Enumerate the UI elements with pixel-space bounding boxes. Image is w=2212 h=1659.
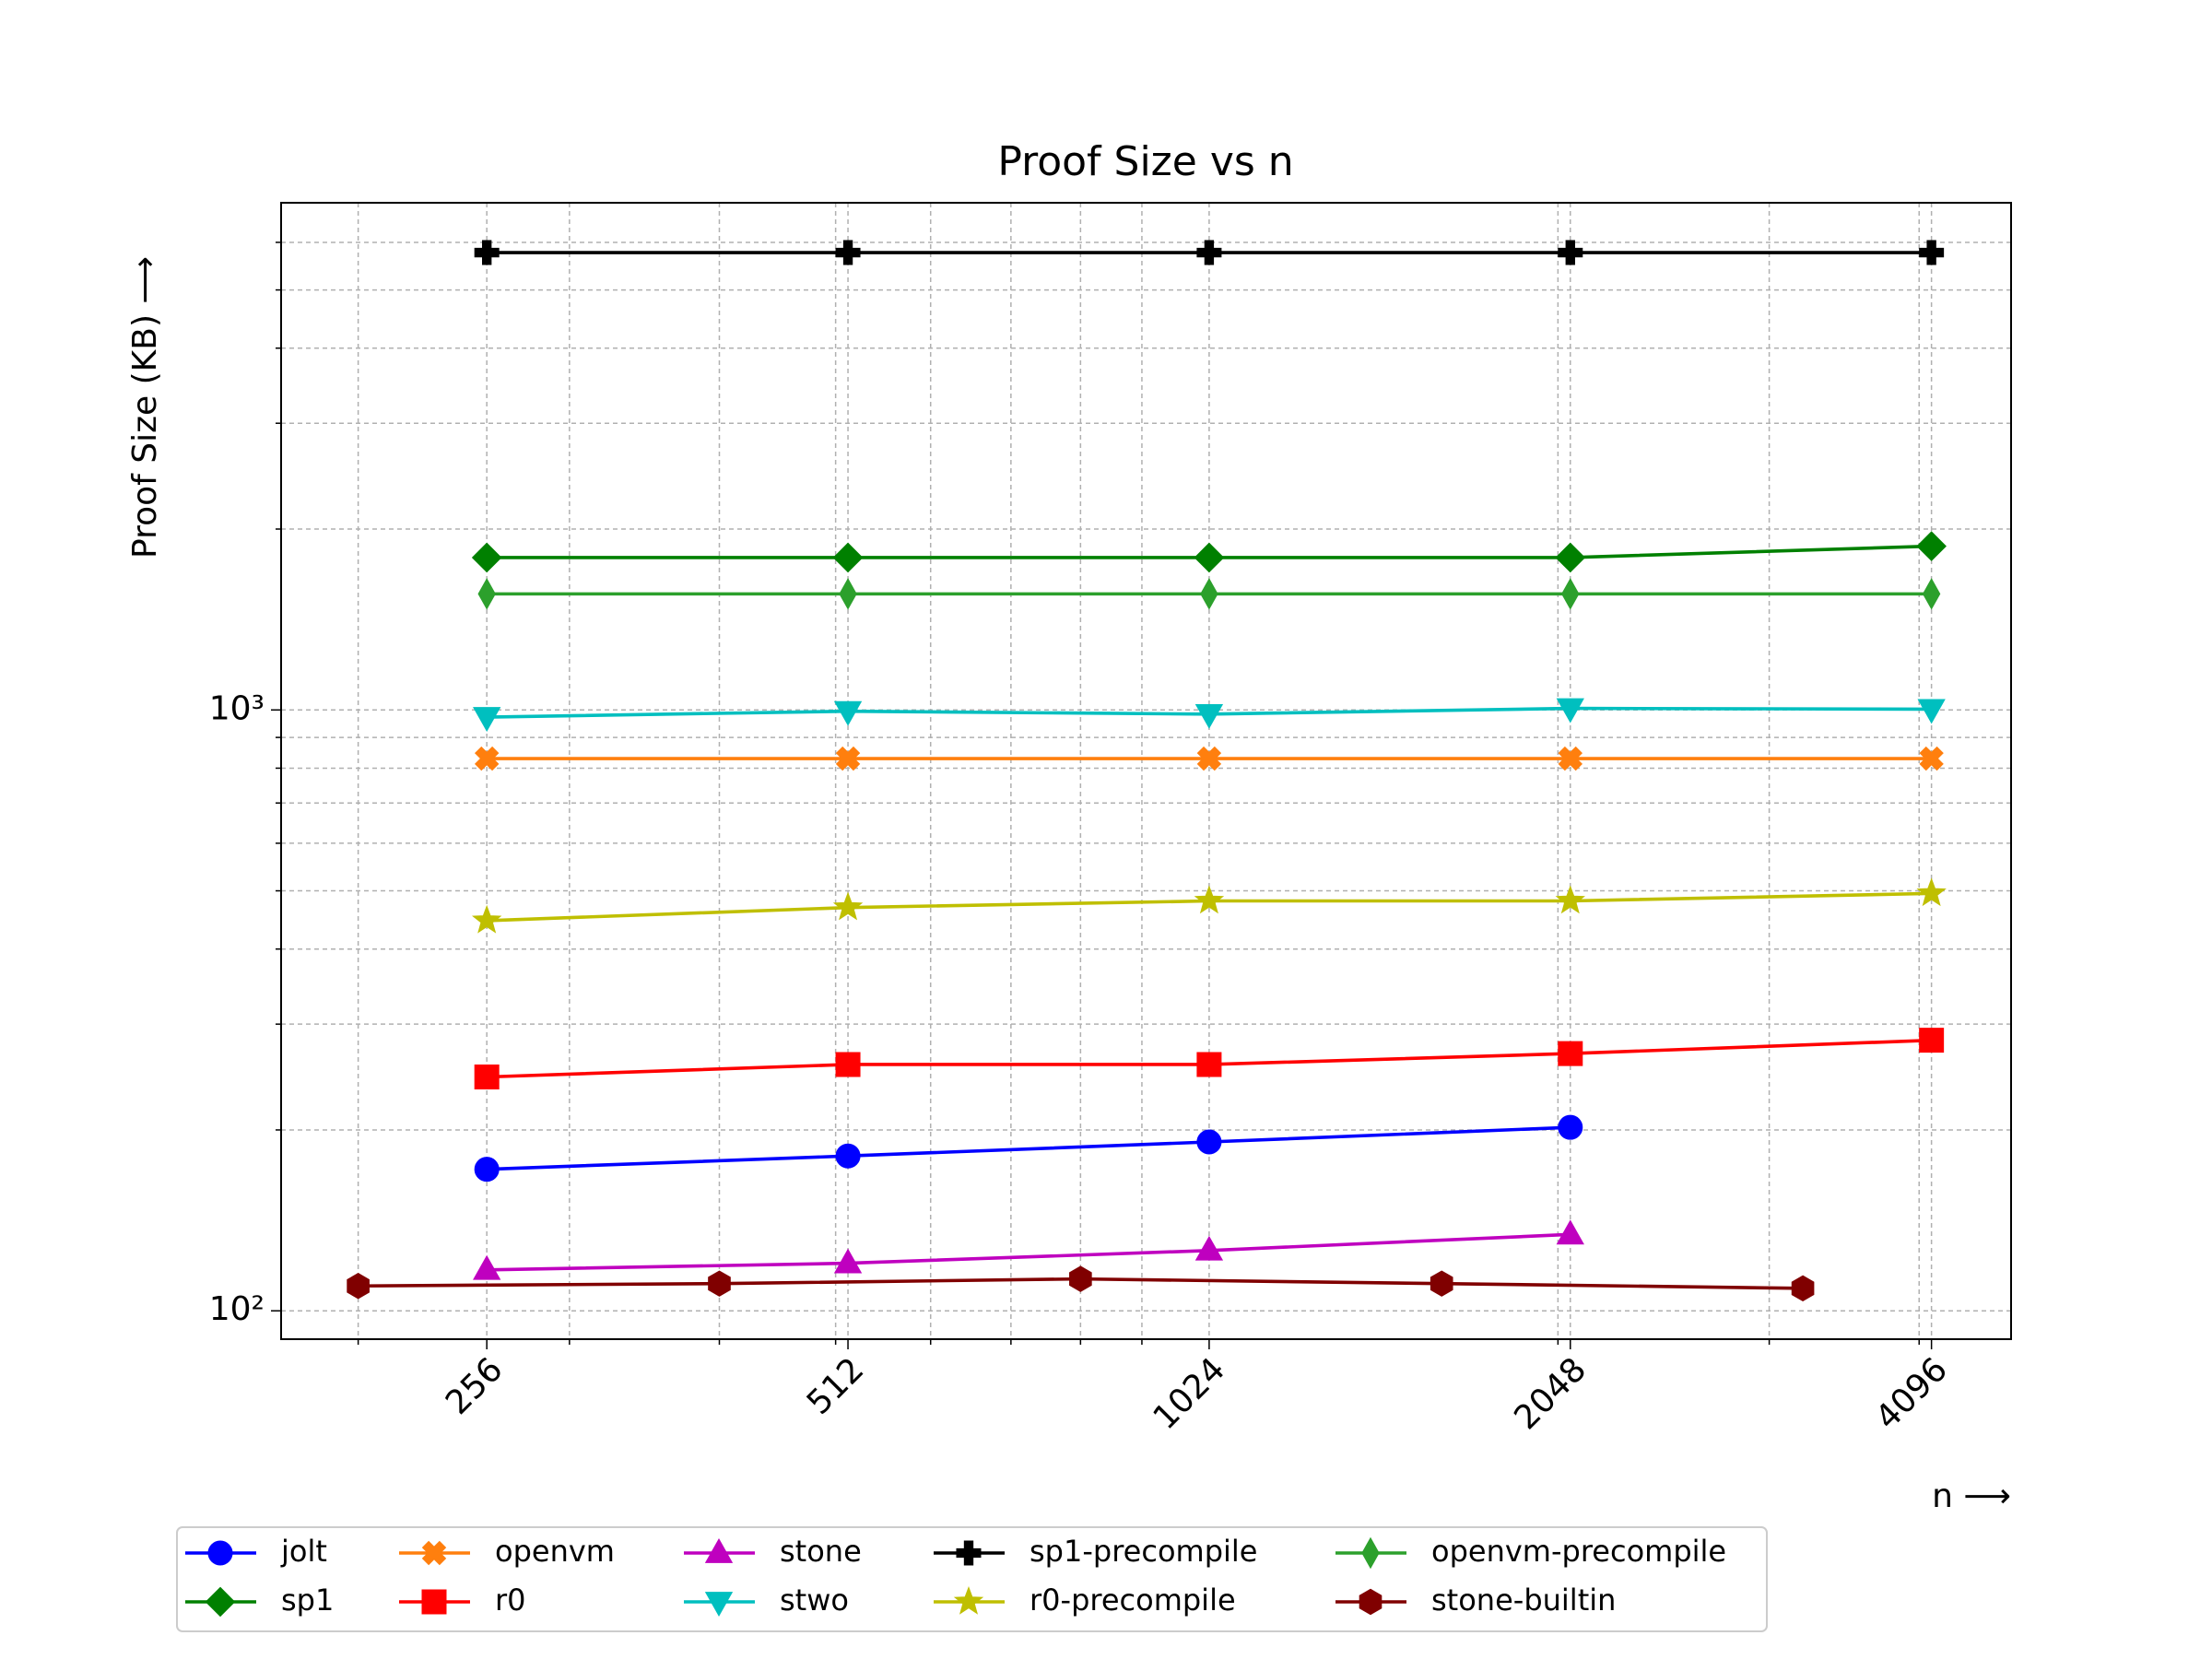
data-point (832, 891, 864, 921)
y-tick-label: 10³ (209, 689, 265, 727)
legend-entry: r0-precompile (934, 1583, 1236, 1618)
data-point (1196, 1052, 1222, 1077)
legend-label: sp1 (281, 1583, 334, 1618)
data-point (1196, 746, 1222, 771)
data-point (832, 542, 864, 573)
data-point (1556, 1219, 1584, 1245)
series (474, 1114, 1583, 1182)
y-tick-label: 10² (209, 1290, 265, 1328)
data-point (835, 746, 861, 771)
legend-label: stone-builtin (1431, 1583, 1616, 1618)
series (347, 1265, 1815, 1302)
legend-marker (421, 1589, 447, 1615)
legend-entry: sp1-precompile (934, 1534, 1257, 1569)
data-point (1919, 746, 1944, 771)
data-point (1196, 240, 1222, 265)
legend-entry: r0 (399, 1583, 526, 1618)
legend-marker (421, 1540, 447, 1566)
data-point (1556, 698, 1584, 724)
data-point (708, 1270, 731, 1297)
legend-marker (704, 1538, 734, 1563)
data-point (1558, 1114, 1583, 1140)
legend-label: openvm (495, 1534, 615, 1569)
data-point (1916, 877, 1947, 907)
data-point (1791, 1275, 1815, 1302)
legend-label: jolt (280, 1534, 327, 1569)
legend-entry: openvm (399, 1534, 615, 1569)
data-point (1561, 578, 1580, 610)
series-line (487, 1232, 1571, 1272)
data-point (835, 1143, 861, 1169)
data-point (1919, 240, 1945, 265)
data-point (1069, 1265, 1092, 1292)
legend-entry: openvm-precompile (1335, 1534, 1726, 1570)
data-point (1917, 699, 1946, 724)
data-point (835, 240, 861, 265)
legend-marker (207, 1540, 233, 1566)
data-point (1196, 1129, 1222, 1155)
data-point (474, 1065, 500, 1090)
data-point (1919, 1028, 1945, 1053)
data-point (1555, 885, 1585, 914)
data-point (471, 904, 502, 934)
data-point (835, 1052, 861, 1077)
legend-entry: stwo (684, 1583, 849, 1618)
data-point (347, 1273, 370, 1300)
data-point (833, 700, 863, 726)
legend-label: openvm-precompile (1431, 1534, 1726, 1569)
legend-label: stwo (780, 1583, 849, 1618)
series (474, 746, 1944, 771)
legend-entry: sp1 (185, 1583, 334, 1618)
y-axis-label: Proof Size (KB) ⟶ (126, 256, 164, 559)
x-axis-label: n ⟶ (1932, 1477, 2011, 1515)
legend-label: r0 (495, 1583, 526, 1618)
legend-label: stone (780, 1534, 862, 1569)
series (474, 240, 1945, 265)
legend-marker (1359, 1588, 1382, 1616)
series (473, 698, 1946, 732)
legend-label: sp1-precompile (1030, 1534, 1257, 1569)
data-point (473, 1254, 501, 1280)
data-point (1430, 1270, 1453, 1297)
data-point (1194, 1235, 1224, 1261)
data-point (839, 578, 857, 610)
data-point (1922, 578, 1941, 610)
data-point (1558, 746, 1583, 771)
legend-entry: stone (684, 1534, 862, 1569)
data-point (1194, 703, 1224, 729)
legend-entry: stone-builtin (1335, 1583, 1616, 1618)
data-point (1558, 240, 1583, 265)
legend-marker (956, 1540, 982, 1566)
legend-label: r0-precompile (1030, 1583, 1236, 1618)
data-point (833, 1248, 863, 1274)
legend-marker (704, 1592, 734, 1617)
data-point (1200, 578, 1218, 610)
data-point (1558, 1041, 1583, 1066)
series (471, 531, 1947, 573)
legend-marker (1361, 1536, 1380, 1570)
data-point (474, 1157, 500, 1182)
data-point (1555, 542, 1586, 573)
data-point (471, 542, 502, 573)
data-point (1194, 885, 1225, 914)
series (474, 1028, 1945, 1090)
legend-entry: jolt (185, 1534, 327, 1569)
legend-marker (205, 1586, 236, 1618)
series-line (487, 1125, 1571, 1171)
plot-frame (280, 202, 2012, 1340)
data-point (477, 578, 496, 610)
series (471, 877, 1947, 934)
data-point (1916, 531, 1947, 561)
legend-marker (953, 1585, 984, 1615)
data-point (473, 707, 501, 732)
data-point (474, 746, 500, 771)
chart-title: Proof Size vs n (997, 138, 1293, 185)
series (477, 578, 1941, 610)
data-point (474, 240, 500, 265)
data-point (1194, 542, 1225, 573)
legend: jolt sp1 openvm r0 stone stwo sp1-precompile r0… (176, 1526, 1768, 1632)
series (473, 1219, 1584, 1280)
